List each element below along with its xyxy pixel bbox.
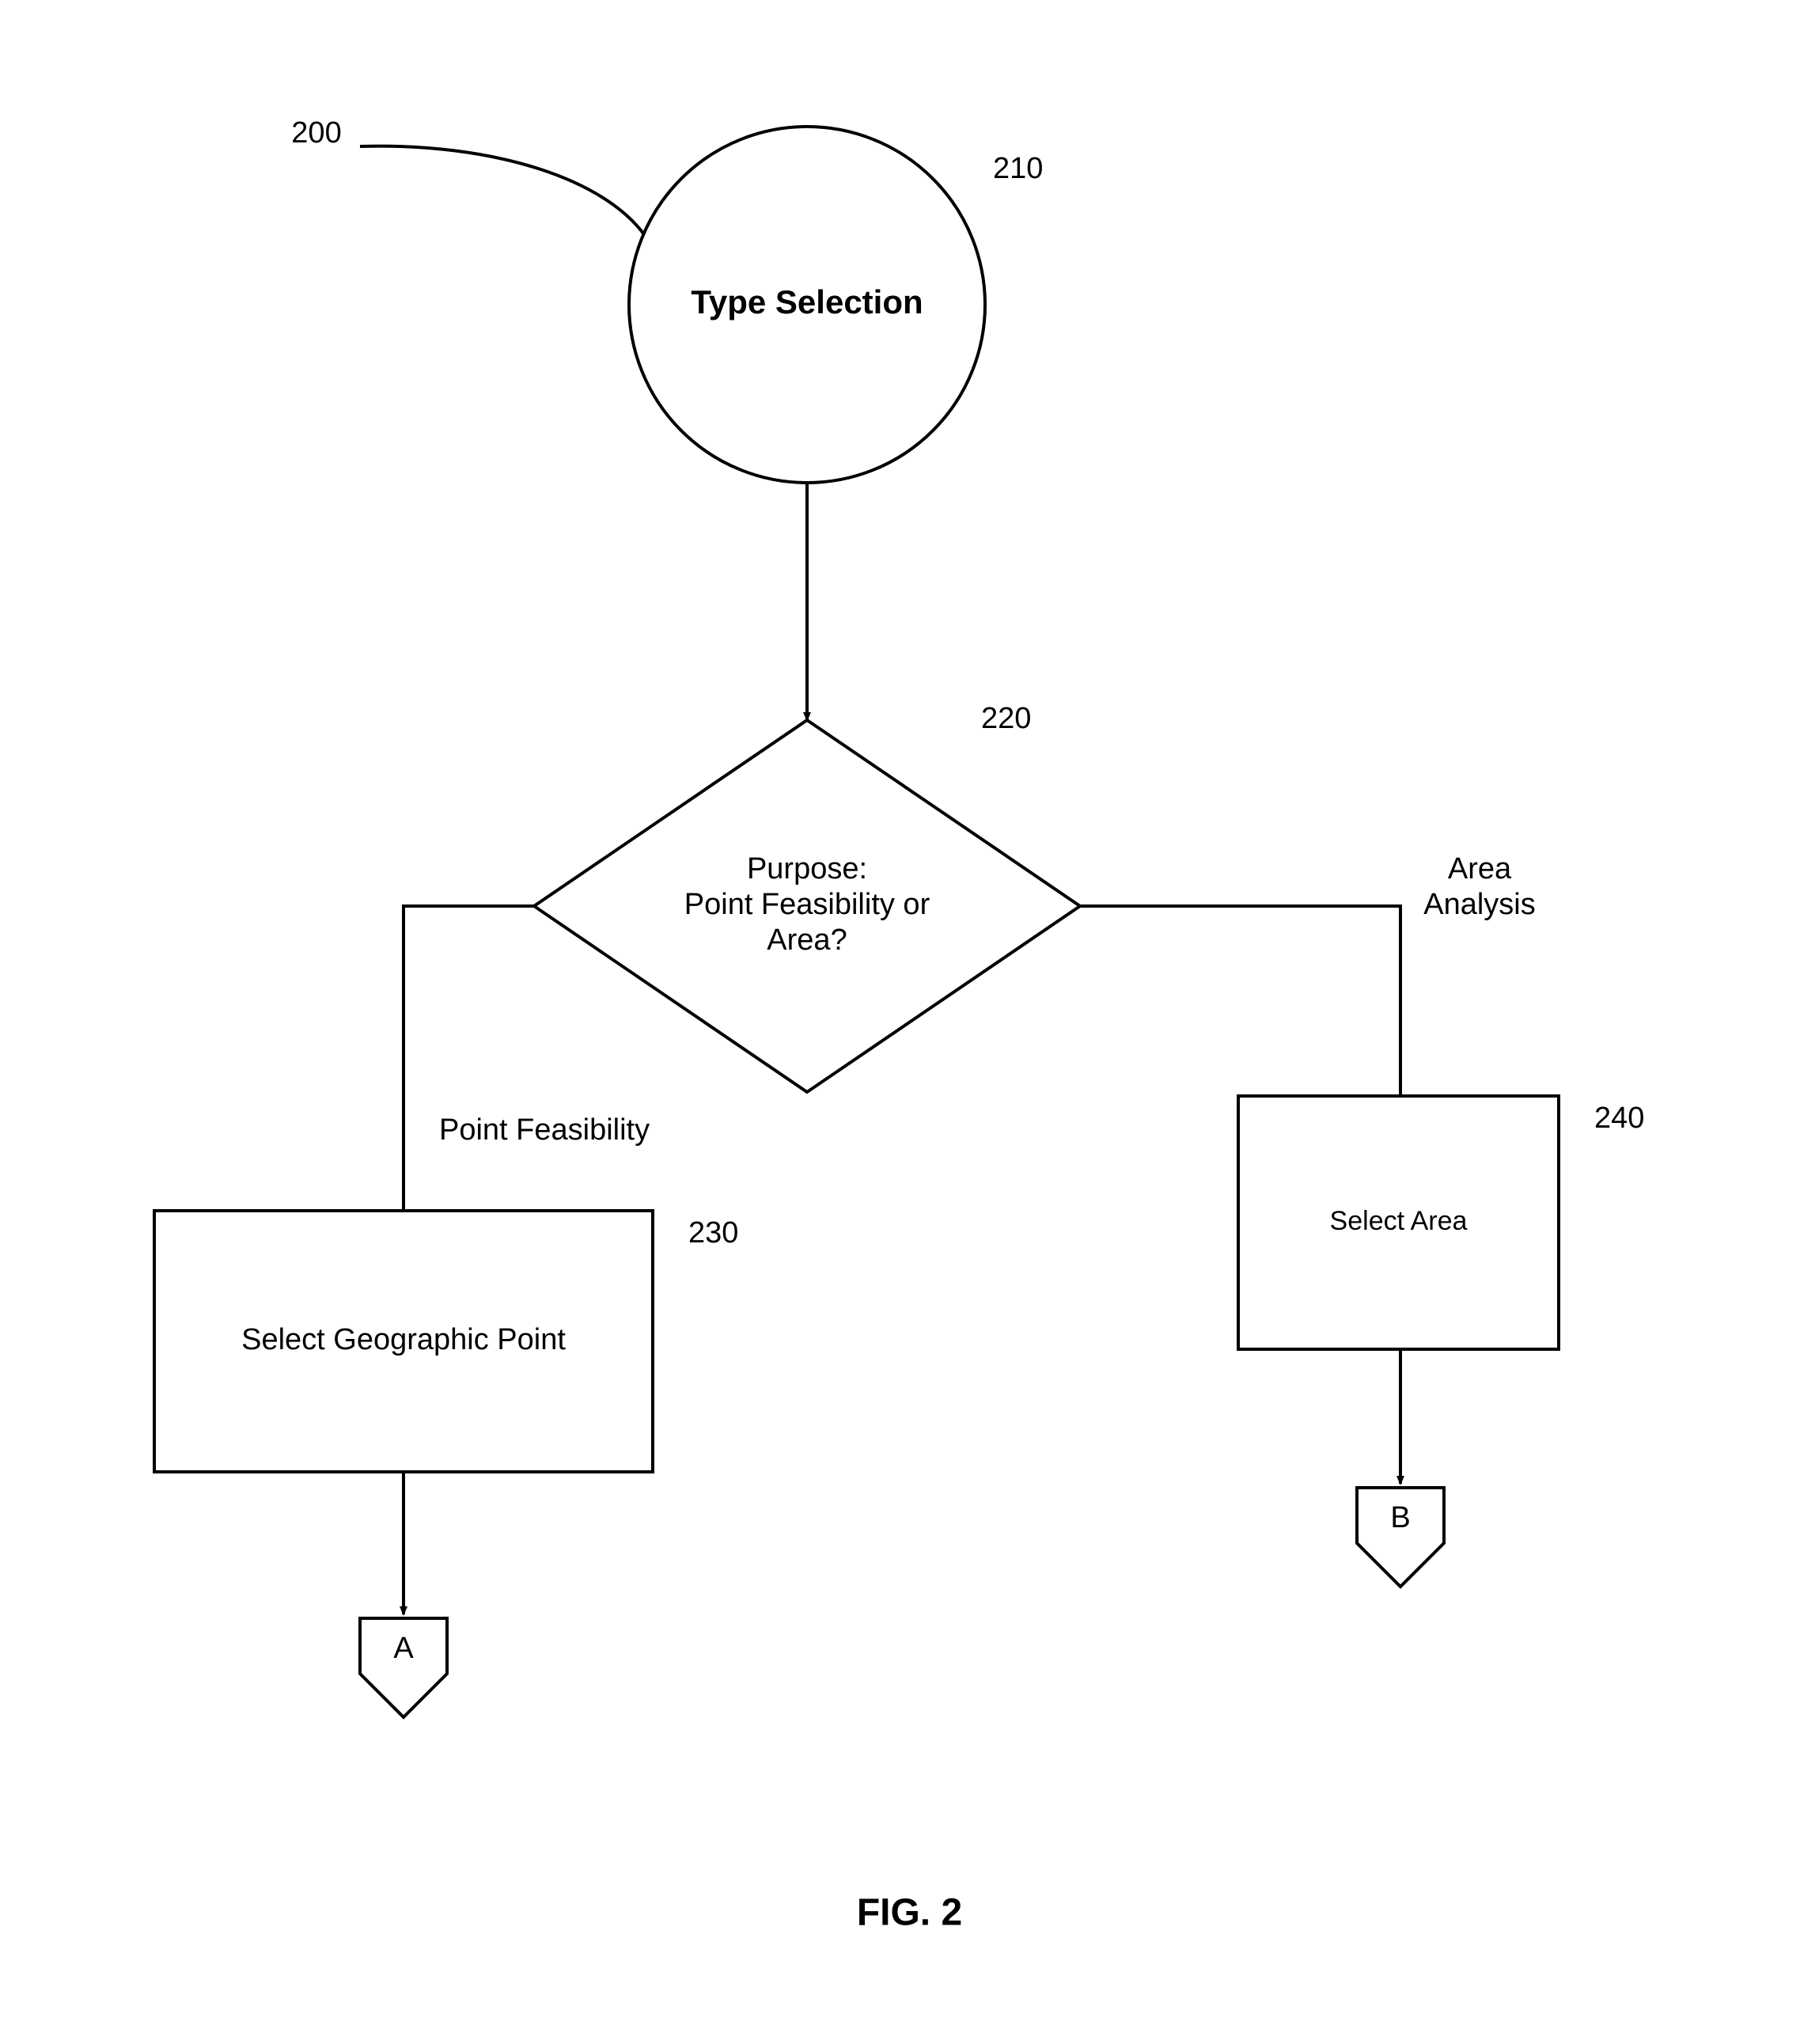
branch-label-right: AreaAnalysis	[1423, 852, 1536, 921]
branch-label-left: Point Feasibility	[439, 1113, 650, 1147]
left-process-label: Select Geographic Point	[241, 1323, 566, 1356]
ref-200: 200	[291, 116, 341, 150]
connector-b-label: B	[1390, 1501, 1410, 1534]
figure-title: FIG. 2	[857, 1892, 962, 1934]
entry-arrow	[360, 146, 649, 241]
ref-220: 220	[981, 702, 1031, 735]
ref-240: 240	[1594, 1102, 1644, 1135]
connector-a-label: A	[393, 1632, 414, 1665]
ref-210: 210	[993, 152, 1043, 185]
edge-decision-right	[1080, 906, 1400, 1096]
ref-230: 230	[688, 1216, 738, 1250]
start-node-label: Type Selection	[691, 283, 923, 320]
right-process-label: Select Area	[1330, 1206, 1468, 1236]
edge-decision-left	[404, 906, 534, 1211]
